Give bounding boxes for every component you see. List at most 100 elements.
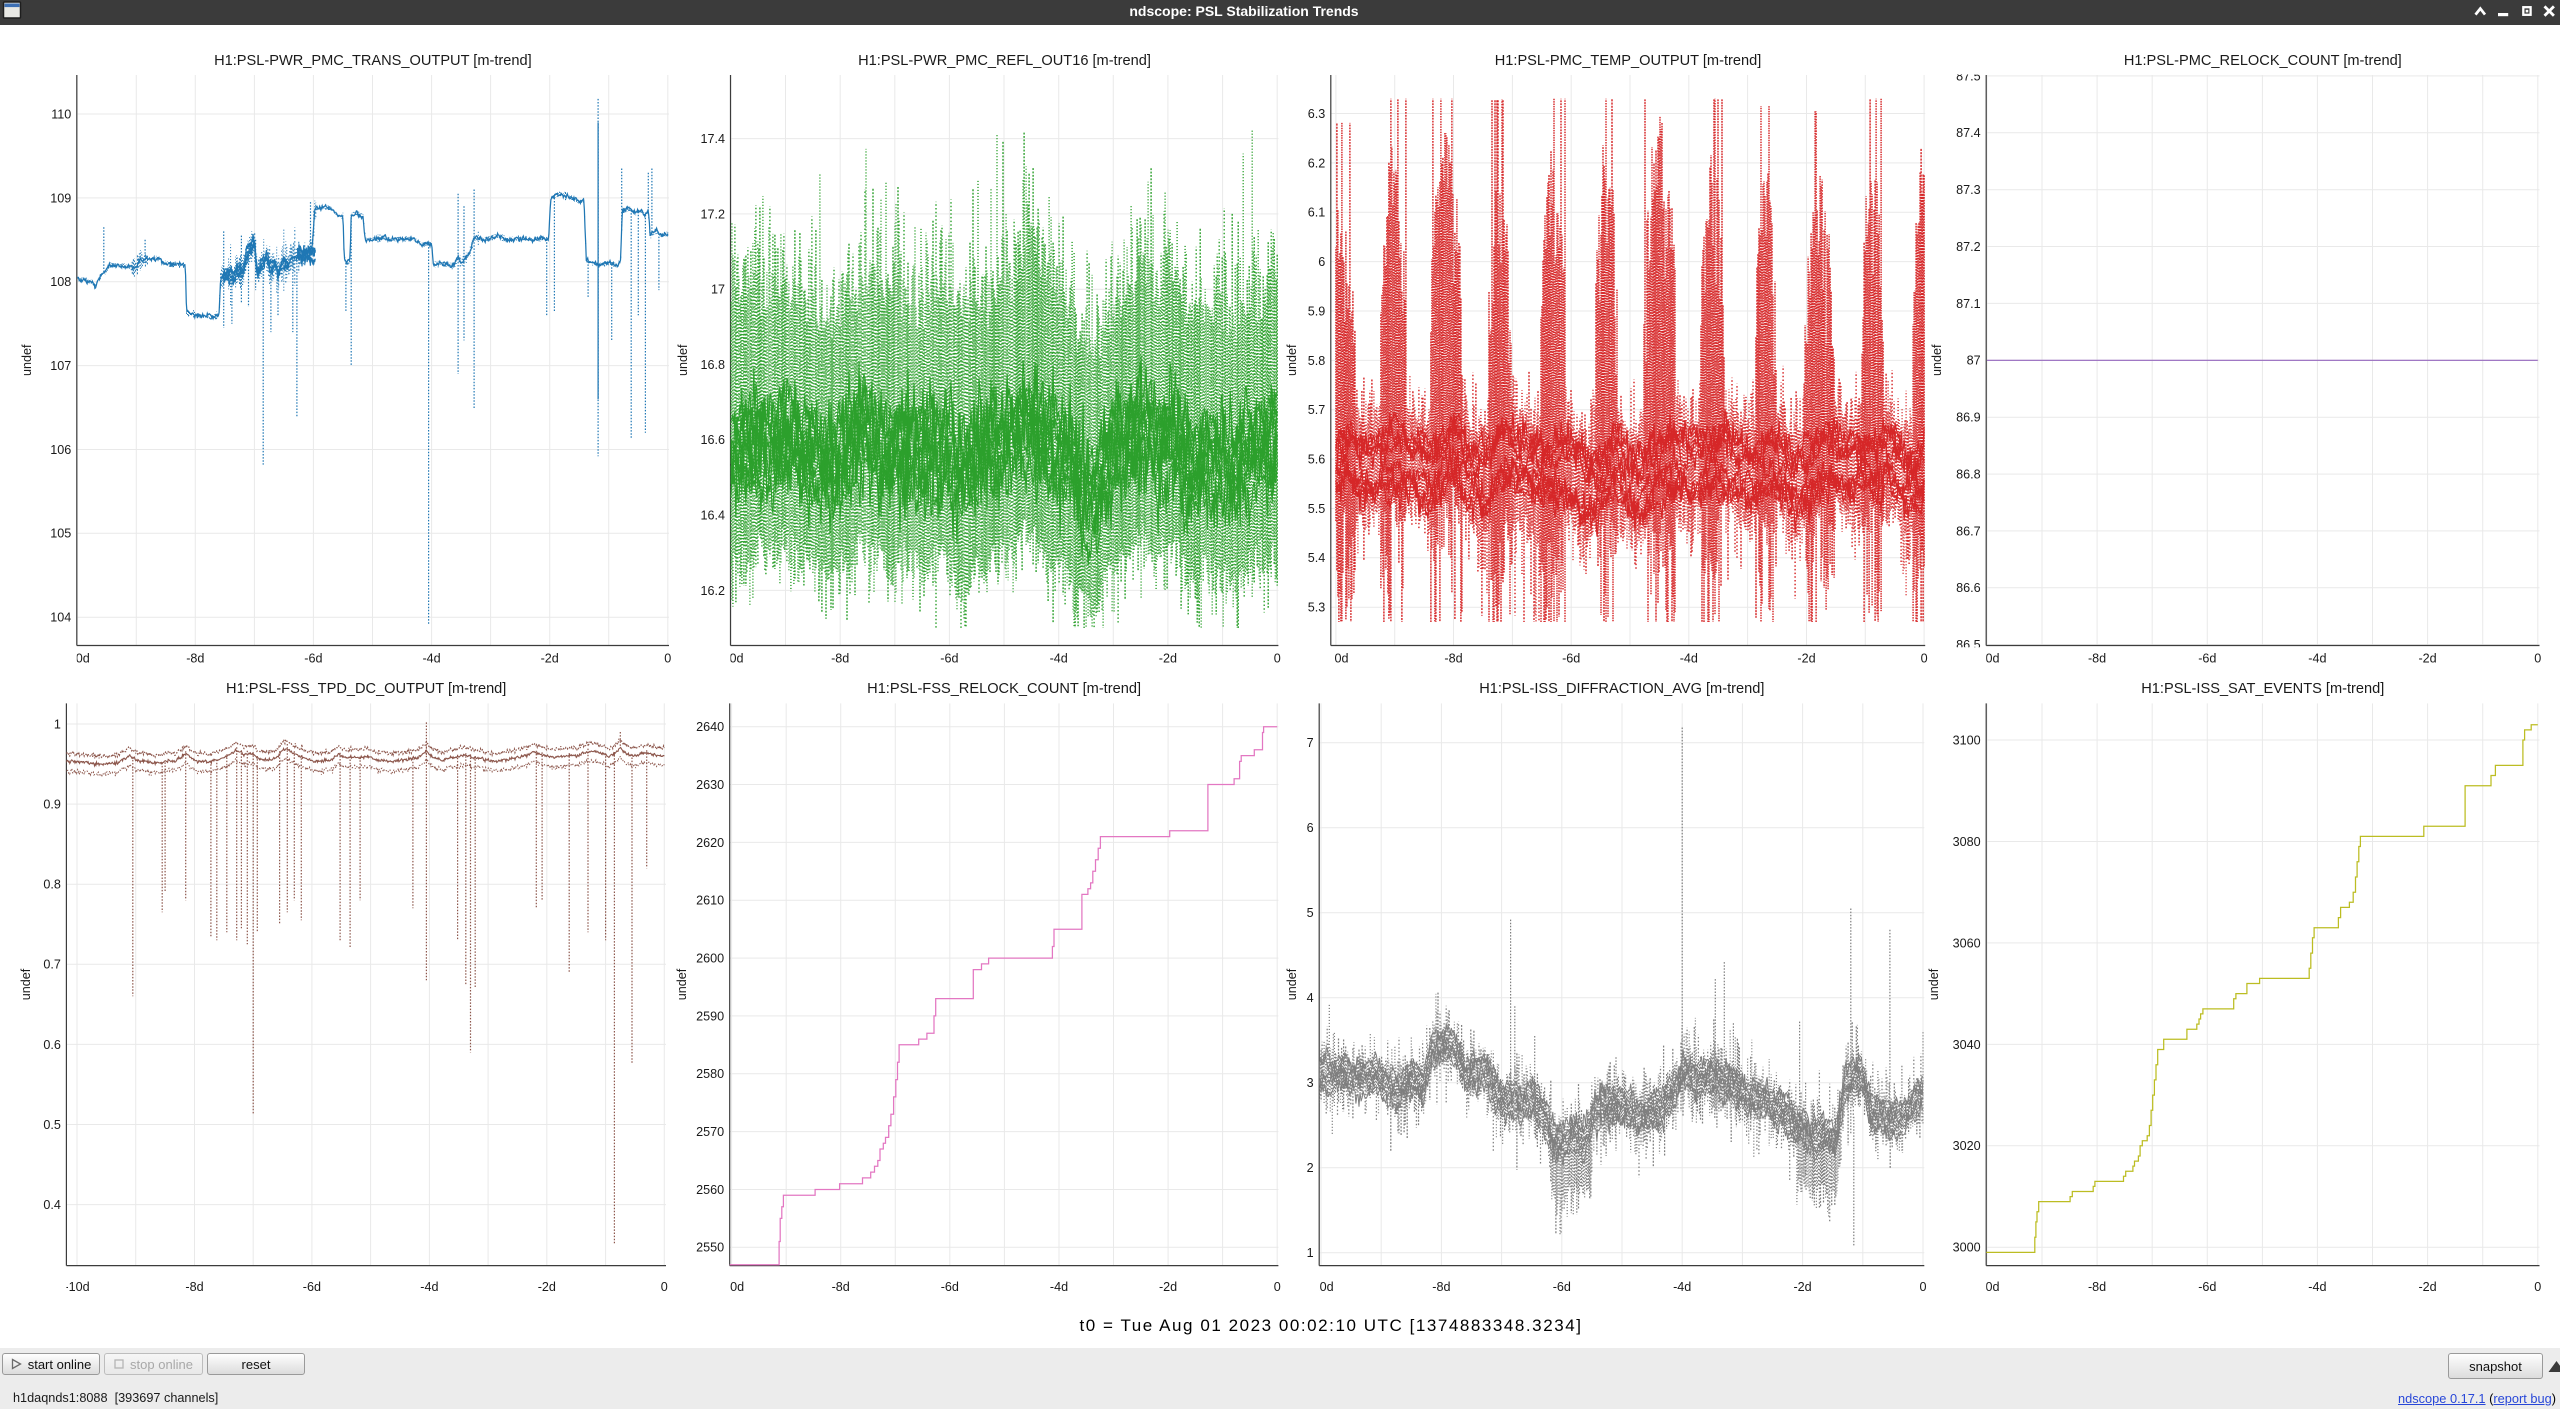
svg-text:H1:PSL-PWR_PMC_REFL_OUT16 [m-t: H1:PSL-PWR_PMC_REFL_OUT16 [m-trend]: [858, 53, 1151, 69]
svg-text:0.8: 0.8: [43, 878, 61, 892]
svg-text:2620: 2620: [696, 836, 724, 850]
svg-text:-6d: -6d: [1553, 1280, 1571, 1294]
svg-text:H1:PSL-ISS_DIFFRACTION_AVG [m-: H1:PSL-ISS_DIFFRACTION_AVG [m-trend]: [1479, 681, 1764, 697]
svg-text:86.6: 86.6: [1956, 581, 1981, 595]
svg-text:86.7: 86.7: [1956, 524, 1981, 538]
svg-text:5.4: 5.4: [1308, 551, 1326, 565]
svg-text:-10d: -10d: [1974, 652, 1999, 666]
svg-text:H1:PSL-PWR_PMC_TRANS_OUTPUT [m: H1:PSL-PWR_PMC_TRANS_OUTPUT [m-trend]: [214, 53, 532, 69]
svg-text:17.4: 17.4: [700, 132, 725, 146]
svg-text:6: 6: [1307, 821, 1314, 835]
svg-text:H1:PSL-PMC_RELOCK_COUNT [m-tre: H1:PSL-PMC_RELOCK_COUNT [m-trend]: [2124, 53, 2402, 69]
svg-text:-8d: -8d: [185, 1280, 203, 1294]
svg-text:-6d: -6d: [940, 652, 958, 666]
svg-text:-10d: -10d: [718, 652, 743, 666]
svg-text:-10d: -10d: [1974, 1280, 1999, 1294]
svg-text:104: 104: [50, 611, 71, 625]
svg-text:-4d: -4d: [1673, 1280, 1691, 1294]
svg-text:-2d: -2d: [2418, 652, 2436, 666]
svg-text:5.8: 5.8: [1308, 354, 1326, 368]
svg-text:5.3: 5.3: [1308, 601, 1326, 615]
svg-text:0: 0: [2534, 1280, 2541, 1294]
svg-text:undef: undef: [1927, 968, 1941, 1000]
svg-text:-2d: -2d: [1797, 652, 1815, 666]
svg-text:H1:PSL-ISS_SAT_EVENTS [m-trend: H1:PSL-ISS_SAT_EVENTS [m-trend]: [2141, 681, 2384, 697]
svg-text:-8d: -8d: [2088, 652, 2106, 666]
svg-text:-8d: -8d: [186, 652, 204, 666]
svg-text:3060: 3060: [1953, 936, 1981, 950]
svg-text:86.8: 86.8: [1956, 468, 1981, 482]
svg-text:-8d: -8d: [1432, 1280, 1450, 1294]
svg-text:16.6: 16.6: [700, 433, 725, 447]
svg-text:-2d: -2d: [538, 1280, 556, 1294]
svg-text:undef: undef: [675, 968, 689, 1000]
svg-text:3080: 3080: [1953, 835, 1981, 849]
svg-text:87.4: 87.4: [1956, 126, 1981, 140]
svg-text:16.2: 16.2: [700, 584, 725, 598]
svg-text:0.5: 0.5: [43, 1118, 61, 1132]
svg-text:undef: undef: [1285, 344, 1299, 376]
svg-text:-8d: -8d: [2088, 1280, 2106, 1294]
svg-text:6.2: 6.2: [1308, 156, 1326, 170]
svg-text:H1:PSL-FSS_TPD_DC_OUTPUT [m-tr: H1:PSL-FSS_TPD_DC_OUTPUT [m-trend]: [226, 681, 506, 697]
svg-text:-4d: -4d: [422, 652, 440, 666]
svg-text:87.5: 87.5: [1956, 69, 1981, 83]
svg-text:106: 106: [50, 443, 71, 457]
svg-text:-10d: -10d: [64, 1280, 89, 1294]
svg-text:5: 5: [1307, 906, 1314, 920]
svg-text:16.8: 16.8: [700, 358, 725, 372]
svg-text:6: 6: [1318, 255, 1325, 269]
svg-text:7: 7: [1307, 736, 1314, 750]
svg-text:3100: 3100: [1953, 733, 1981, 747]
svg-text:109: 109: [50, 191, 71, 205]
svg-text:1: 1: [1307, 1246, 1314, 1260]
svg-text:2: 2: [1307, 1161, 1314, 1175]
svg-text:16.4: 16.4: [700, 509, 725, 523]
svg-text:3040: 3040: [1953, 1038, 1981, 1052]
svg-text:0.6: 0.6: [43, 1038, 61, 1052]
svg-text:undef: undef: [1285, 968, 1299, 1000]
svg-text:3020: 3020: [1953, 1139, 1981, 1153]
svg-text:0.7: 0.7: [43, 958, 61, 972]
svg-text:4: 4: [1307, 991, 1314, 1005]
svg-text:0: 0: [1921, 652, 1928, 666]
svg-text:0: 0: [661, 1280, 668, 1294]
svg-text:-2d: -2d: [1159, 652, 1177, 666]
svg-text:-6d: -6d: [2198, 1280, 2216, 1294]
svg-text:5.9: 5.9: [1308, 304, 1326, 318]
svg-text:107: 107: [50, 359, 71, 373]
svg-text:-4d: -4d: [2308, 1280, 2326, 1294]
svg-text:-4d: -4d: [2308, 652, 2326, 666]
svg-text:1: 1: [54, 717, 61, 731]
svg-text:3: 3: [1307, 1076, 1314, 1090]
svg-text:87.1: 87.1: [1956, 297, 1981, 311]
svg-text:-10d: -10d: [719, 1280, 744, 1294]
svg-text:H1:PSL-FSS_RELOCK_COUNT [m-tre: H1:PSL-FSS_RELOCK_COUNT [m-trend]: [867, 681, 1141, 697]
svg-text:-4d: -4d: [1050, 652, 1068, 666]
svg-text:-2d: -2d: [2418, 1280, 2436, 1294]
svg-text:-2d: -2d: [541, 652, 559, 666]
svg-text:0: 0: [2534, 652, 2541, 666]
svg-text:6.3: 6.3: [1308, 107, 1326, 121]
svg-text:0: 0: [1919, 1280, 1926, 1294]
svg-text:2580: 2580: [696, 1067, 724, 1081]
svg-text:-10d: -10d: [65, 652, 90, 666]
svg-text:5.6: 5.6: [1308, 453, 1326, 467]
svg-text:-4d: -4d: [1680, 652, 1698, 666]
svg-text:-10d: -10d: [1308, 1280, 1333, 1294]
svg-text:-6d: -6d: [941, 1280, 959, 1294]
svg-text:17: 17: [711, 283, 725, 297]
svg-text:-6d: -6d: [1562, 652, 1580, 666]
svg-text:86.9: 86.9: [1956, 411, 1981, 425]
svg-text:2590: 2590: [696, 1009, 724, 1023]
svg-text:-8d: -8d: [832, 1280, 850, 1294]
svg-text:-6d: -6d: [303, 1280, 321, 1294]
svg-text:2570: 2570: [696, 1125, 724, 1139]
svg-text:87.2: 87.2: [1956, 240, 1981, 254]
svg-text:H1:PSL-PMC_TEMP_OUTPUT [m-tren: H1:PSL-PMC_TEMP_OUTPUT [m-trend]: [1495, 53, 1762, 69]
svg-text:86.5: 86.5: [1956, 638, 1981, 652]
svg-text:-2d: -2d: [1793, 1280, 1811, 1294]
svg-text:87: 87: [1967, 354, 1981, 368]
svg-text:87.3: 87.3: [1956, 183, 1981, 197]
svg-text:0.4: 0.4: [43, 1198, 61, 1212]
